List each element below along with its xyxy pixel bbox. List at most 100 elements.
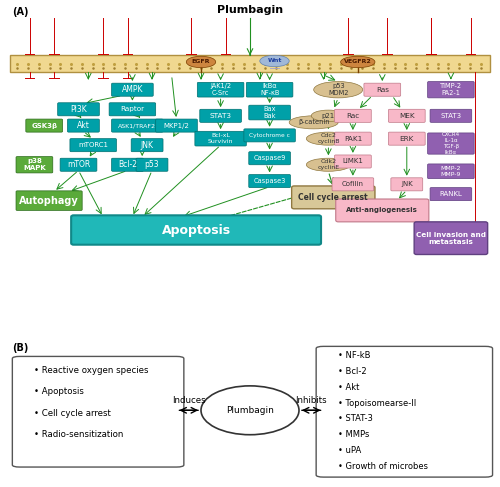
FancyBboxPatch shape bbox=[131, 139, 163, 152]
FancyBboxPatch shape bbox=[26, 119, 63, 132]
Text: • Akt: • Akt bbox=[338, 383, 359, 392]
FancyBboxPatch shape bbox=[112, 158, 144, 171]
Ellipse shape bbox=[340, 56, 375, 68]
FancyBboxPatch shape bbox=[430, 187, 472, 201]
Text: β-catenin: β-catenin bbox=[298, 119, 330, 125]
FancyBboxPatch shape bbox=[428, 133, 474, 154]
Text: Cdk2
cyclinE: Cdk2 cyclinE bbox=[318, 159, 340, 170]
Text: p38
MAPK: p38 MAPK bbox=[23, 158, 46, 171]
Text: JAK1/2
C-Src: JAK1/2 C-Src bbox=[210, 83, 231, 96]
Text: MEK: MEK bbox=[399, 113, 414, 119]
Text: RANKL: RANKL bbox=[440, 191, 462, 197]
Text: ERK: ERK bbox=[400, 136, 414, 142]
Text: IkBα
NF-κB: IkBα NF-κB bbox=[260, 83, 280, 96]
FancyBboxPatch shape bbox=[244, 129, 296, 142]
Ellipse shape bbox=[306, 132, 350, 145]
Text: Bcl-2: Bcl-2 bbox=[118, 160, 137, 169]
Text: MMP-2
MMP-9: MMP-2 MMP-9 bbox=[440, 166, 461, 177]
Text: CXCR4
IL-1α
TGF-β
IkBα: CXCR4 IL-1α TGF-β IkBα bbox=[442, 132, 460, 155]
Text: PAK1: PAK1 bbox=[344, 136, 362, 142]
Text: • uPA: • uPA bbox=[338, 446, 361, 455]
Text: Cell invasion and
metastasis: Cell invasion and metastasis bbox=[416, 232, 486, 244]
Text: p21: p21 bbox=[322, 113, 335, 119]
FancyBboxPatch shape bbox=[198, 82, 244, 97]
FancyBboxPatch shape bbox=[316, 346, 492, 477]
Text: Wnt: Wnt bbox=[268, 58, 281, 63]
Text: Inhibits: Inhibits bbox=[296, 396, 327, 405]
FancyBboxPatch shape bbox=[136, 158, 168, 171]
Text: • Radio-sensitization: • Radio-sensitization bbox=[34, 430, 124, 439]
Text: mTOR: mTOR bbox=[67, 160, 90, 169]
Ellipse shape bbox=[260, 56, 289, 67]
FancyBboxPatch shape bbox=[428, 81, 474, 98]
FancyBboxPatch shape bbox=[16, 191, 82, 210]
Text: Akt: Akt bbox=[77, 121, 90, 130]
FancyBboxPatch shape bbox=[71, 215, 321, 244]
Text: Bax
Bak: Bax Bak bbox=[264, 106, 276, 119]
Text: Cytochrome c: Cytochrome c bbox=[249, 133, 290, 138]
FancyBboxPatch shape bbox=[388, 132, 425, 145]
FancyBboxPatch shape bbox=[16, 157, 53, 173]
FancyBboxPatch shape bbox=[195, 131, 246, 146]
Text: Cell cycle arrest: Cell cycle arrest bbox=[298, 193, 368, 202]
Text: Bcl-xL
Survivin: Bcl-xL Survivin bbox=[208, 133, 234, 144]
FancyBboxPatch shape bbox=[200, 109, 241, 122]
Text: Ras: Ras bbox=[376, 87, 389, 93]
Text: ASK1/TRAF2: ASK1/TRAF2 bbox=[118, 123, 156, 128]
Text: Apoptosis: Apoptosis bbox=[162, 224, 230, 237]
Text: (A): (A) bbox=[12, 6, 29, 17]
FancyBboxPatch shape bbox=[334, 132, 372, 145]
Text: JNK: JNK bbox=[140, 141, 153, 150]
Text: Induces: Induces bbox=[172, 396, 206, 405]
Ellipse shape bbox=[312, 110, 346, 122]
Text: • Bcl-2: • Bcl-2 bbox=[338, 367, 367, 376]
Text: Rac: Rac bbox=[346, 113, 360, 119]
Text: • Cell cycle arrest: • Cell cycle arrest bbox=[34, 409, 112, 418]
FancyBboxPatch shape bbox=[70, 139, 116, 152]
Text: PI3K: PI3K bbox=[70, 105, 87, 114]
Text: • NF-kB: • NF-kB bbox=[338, 351, 370, 360]
Text: MKP1/2: MKP1/2 bbox=[164, 123, 190, 129]
FancyBboxPatch shape bbox=[332, 178, 374, 191]
Text: JNK: JNK bbox=[401, 181, 412, 187]
FancyBboxPatch shape bbox=[249, 152, 290, 165]
FancyBboxPatch shape bbox=[246, 82, 293, 97]
Text: LIMK1: LIMK1 bbox=[342, 158, 363, 165]
FancyBboxPatch shape bbox=[364, 83, 401, 96]
Text: Raptor: Raptor bbox=[120, 106, 144, 112]
FancyBboxPatch shape bbox=[292, 186, 375, 209]
Text: Cdc2
cyclinB: Cdc2 cyclinB bbox=[317, 133, 340, 144]
Text: (B): (B) bbox=[12, 343, 28, 353]
Ellipse shape bbox=[314, 81, 362, 98]
FancyBboxPatch shape bbox=[12, 356, 184, 467]
Text: p53: p53 bbox=[144, 160, 160, 169]
FancyBboxPatch shape bbox=[249, 174, 290, 187]
FancyBboxPatch shape bbox=[109, 103, 156, 116]
FancyBboxPatch shape bbox=[112, 119, 163, 132]
Ellipse shape bbox=[201, 386, 299, 435]
Text: • MMPs: • MMPs bbox=[338, 430, 370, 439]
FancyBboxPatch shape bbox=[334, 155, 372, 168]
Text: Cofilin: Cofilin bbox=[342, 181, 364, 187]
Text: TIMP-2
PA2-1: TIMP-2 PA2-1 bbox=[440, 83, 462, 96]
Text: • Growth of microbes: • Growth of microbes bbox=[338, 462, 428, 471]
Text: GSK3β: GSK3β bbox=[31, 123, 58, 129]
Text: STAT3: STAT3 bbox=[210, 113, 232, 119]
Text: EGFR: EGFR bbox=[192, 59, 210, 64]
FancyBboxPatch shape bbox=[58, 103, 100, 116]
Text: Plumbagin: Plumbagin bbox=[217, 5, 283, 15]
FancyBboxPatch shape bbox=[336, 199, 429, 222]
FancyBboxPatch shape bbox=[388, 109, 425, 122]
Text: AMPK: AMPK bbox=[122, 85, 143, 94]
Ellipse shape bbox=[186, 56, 216, 68]
Text: STAT3: STAT3 bbox=[440, 113, 462, 119]
Text: • Topoisomearse-II: • Topoisomearse-II bbox=[338, 399, 416, 408]
Text: VEGFR2: VEGFR2 bbox=[344, 59, 372, 64]
FancyBboxPatch shape bbox=[68, 119, 100, 132]
FancyBboxPatch shape bbox=[10, 56, 490, 72]
Text: Anti-angiogenesis: Anti-angiogenesis bbox=[346, 207, 418, 213]
FancyBboxPatch shape bbox=[60, 158, 97, 171]
FancyBboxPatch shape bbox=[414, 222, 488, 255]
FancyBboxPatch shape bbox=[156, 119, 198, 132]
FancyBboxPatch shape bbox=[112, 83, 153, 96]
